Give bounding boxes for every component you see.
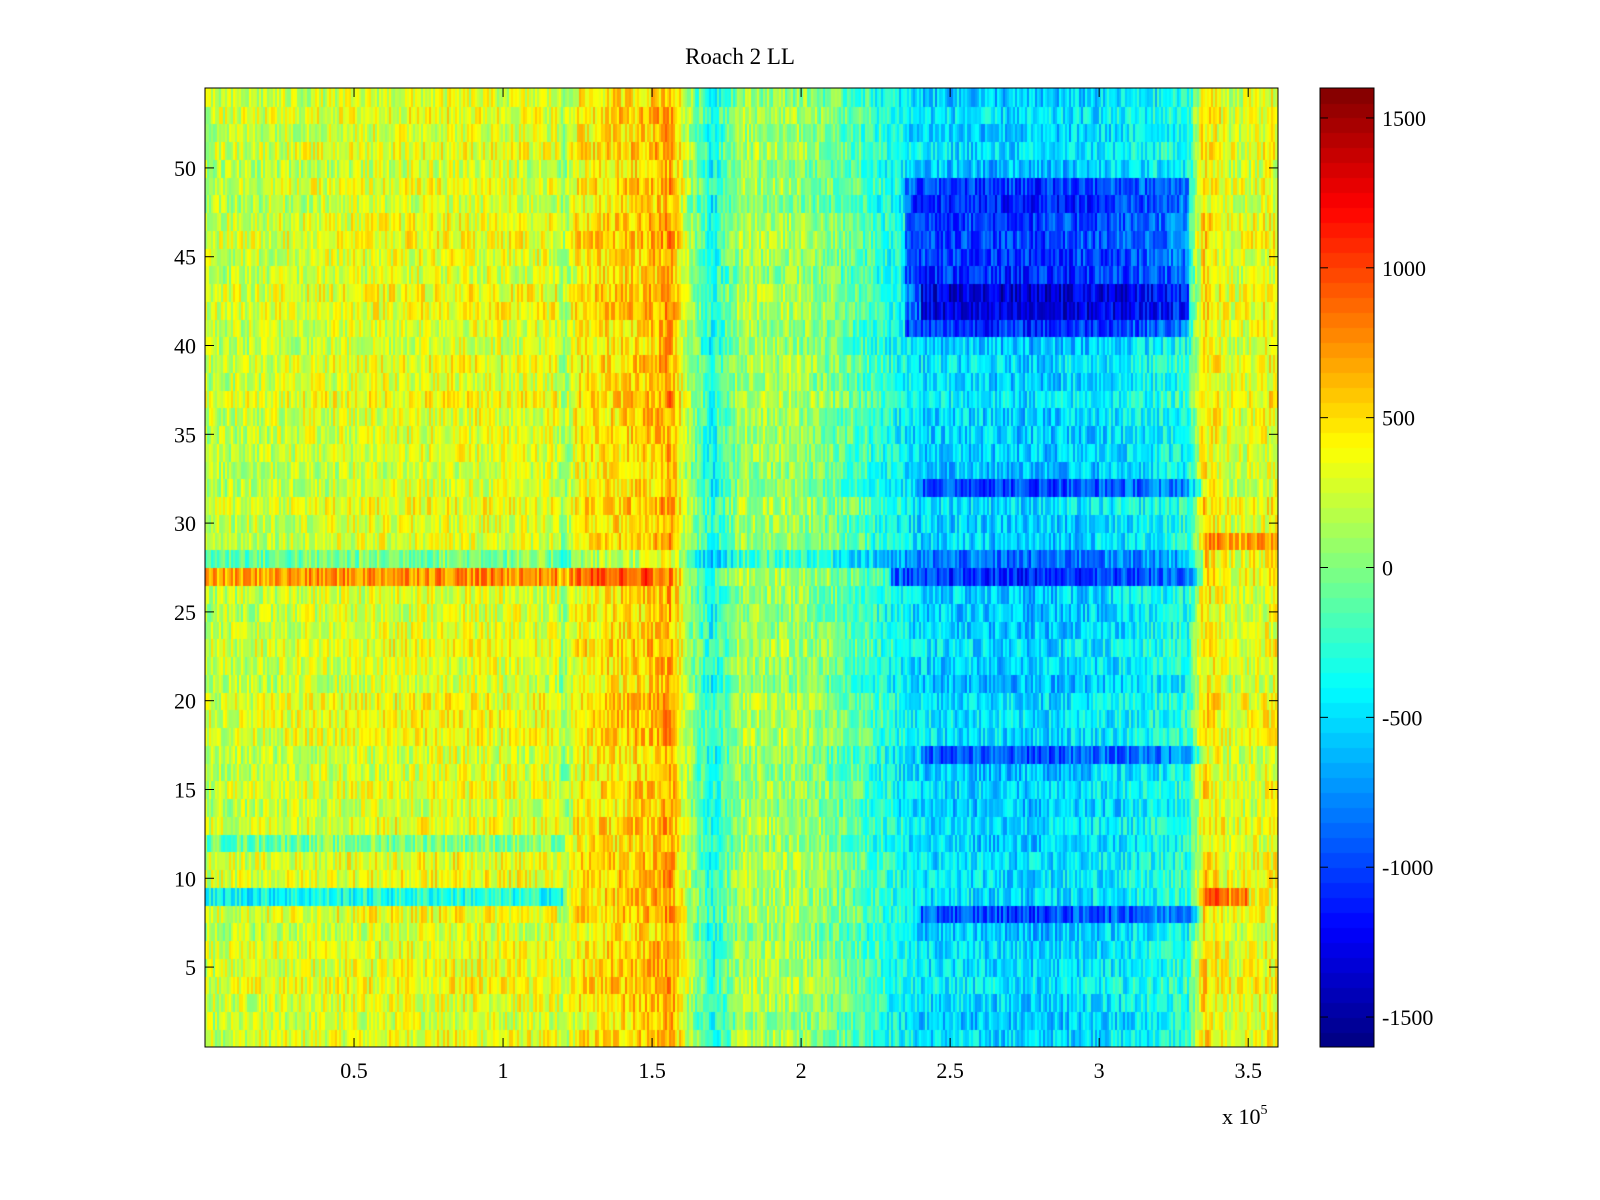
colorbar-tick-label: 1500 — [1382, 106, 1426, 131]
x-axis: 0.5 1 1.5 2 2.5 3 3.5 — [340, 88, 1262, 1083]
x-exponent-label: x 105 — [1222, 1103, 1268, 1129]
colorbar-tick-label: 500 — [1382, 406, 1415, 431]
plot-frame — [204, 87, 1279, 1048]
y-tick-label: 35 — [174, 422, 196, 447]
y-axis: 5 10 15 20 25 30 35 40 45 50 — [174, 156, 1278, 980]
x-tick-label: 1 — [498, 1058, 509, 1083]
x-tick-label: 1.5 — [638, 1058, 666, 1083]
colorbar-tick-label: -500 — [1382, 705, 1422, 730]
x-exponent-power: 5 — [1261, 1103, 1268, 1118]
y-tick-label: 10 — [174, 866, 196, 891]
colorbar-tick-label: 0 — [1382, 556, 1393, 581]
y-tick-label: 30 — [174, 511, 196, 536]
y-tick-label: 25 — [174, 600, 196, 625]
heatmap-cells — [205, 88, 1278, 1047]
colorbar — [1320, 88, 1374, 1047]
colorbar-tick-label: -1500 — [1382, 1005, 1433, 1030]
x-tick-label: 2.5 — [936, 1058, 964, 1083]
y-tick-label: 50 — [174, 156, 196, 181]
colorbar-tick-label: 1000 — [1382, 256, 1426, 281]
chart-title: Roach 2 LL — [685, 44, 795, 69]
y-tick-label: 5 — [185, 955, 196, 980]
x-tick-label: 3 — [1094, 1058, 1105, 1083]
y-tick-label: 45 — [174, 245, 196, 270]
x-tick-label: 2 — [796, 1058, 807, 1083]
y-tick-label: 40 — [174, 334, 196, 359]
y-tick-label: 15 — [174, 777, 196, 802]
colorbar-tick-label: -1000 — [1382, 855, 1433, 880]
y-tick-label: 20 — [174, 689, 196, 714]
colorbar-axis: -1500 -1000 -500 0 500 1000 1500 — [1320, 106, 1433, 1030]
x-tick-label: 0.5 — [340, 1058, 368, 1083]
x-tick-label: 3.5 — [1234, 1058, 1262, 1083]
